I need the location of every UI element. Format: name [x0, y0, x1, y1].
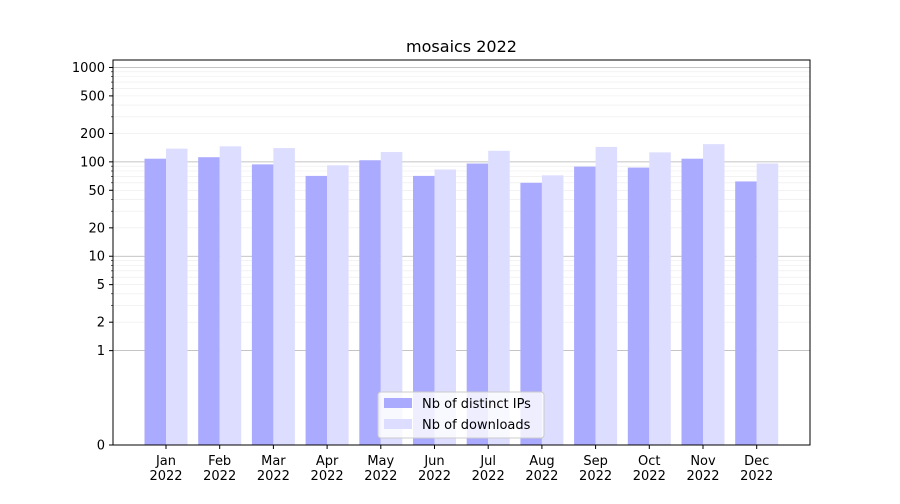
chart-title: mosaics 2022 [406, 37, 517, 56]
bar-distinct-ips [520, 182, 542, 445]
legend-label: Nb of downloads [422, 418, 531, 433]
axes: 0 1 2 5 10 20 50 100 200 500 1000 Jan 2022 Feb 2022 Mar… [72, 59, 811, 484]
bar-downloads [756, 163, 779, 446]
x-tick-label: Mar 2022 [257, 454, 290, 484]
x-tick-label: Oct 2022 [633, 454, 666, 484]
y-tick-label: 1 [97, 344, 105, 359]
x-tick-label: Feb 2022 [203, 454, 236, 484]
bar-distinct-ips [144, 158, 166, 445]
legend-box [377, 391, 545, 439]
legend-swatch [384, 398, 412, 408]
y-tick-label: 10 [88, 250, 105, 265]
x-tick-label: Jul 2022 [472, 454, 505, 484]
legend-label: Nb of distinct IPs [422, 397, 531, 412]
x-tick-label: Dec 2022 [740, 454, 773, 484]
x-tick-label: Aug 2022 [525, 454, 558, 484]
y-tick-label: 200 [80, 127, 105, 142]
bar-distinct-ips [359, 160, 381, 445]
y-tick-label: 2 [97, 316, 105, 331]
bar-distinct-ips [305, 175, 328, 445]
bar-downloads [273, 148, 295, 445]
bar-downloads [488, 150, 510, 445]
y-tick-label: 50 [88, 184, 105, 199]
x-tick-label: Nov 2022 [686, 454, 719, 484]
y-tick-label: 1000 [72, 61, 105, 76]
bar-downloads [219, 146, 242, 445]
legend: Nb of distinct IPs Nb of downloads [377, 391, 545, 439]
bars [144, 144, 779, 446]
x-tick-label: Jan 2022 [149, 454, 182, 484]
x-tick-label: Sep 2022 [579, 454, 612, 484]
bar-distinct-ips [574, 166, 596, 446]
bar-distinct-ips [251, 164, 274, 446]
bar-downloads [166, 148, 188, 445]
bar-downloads [649, 152, 671, 445]
bar-downloads [595, 146, 618, 445]
bar-downloads [703, 144, 725, 445]
bar-distinct-ips [466, 163, 489, 446]
legend-swatch [384, 419, 412, 429]
x-tick-label: Apr 2022 [311, 454, 344, 484]
x-tick-label: Jun 2022 [418, 454, 451, 484]
y-tick-label: 0 [97, 439, 105, 454]
bar-distinct-ips [627, 167, 650, 445]
bar-downloads [434, 169, 456, 445]
x-tick-label: May 2022 [364, 454, 397, 484]
bar-distinct-ips [735, 181, 757, 445]
bar-distinct-ips [413, 175, 435, 445]
bar-downloads [380, 152, 403, 445]
y-tick-label: 100 [80, 155, 105, 170]
y-tick-label: 20 [88, 221, 105, 236]
y-tick-label: 500 [80, 89, 105, 104]
bar-distinct-ips [681, 158, 703, 445]
bar-downloads [541, 175, 564, 446]
plot-frame [112, 59, 811, 446]
y-tick-label: 5 [97, 278, 105, 293]
bar-downloads [327, 165, 349, 445]
bar-distinct-ips [198, 157, 220, 446]
